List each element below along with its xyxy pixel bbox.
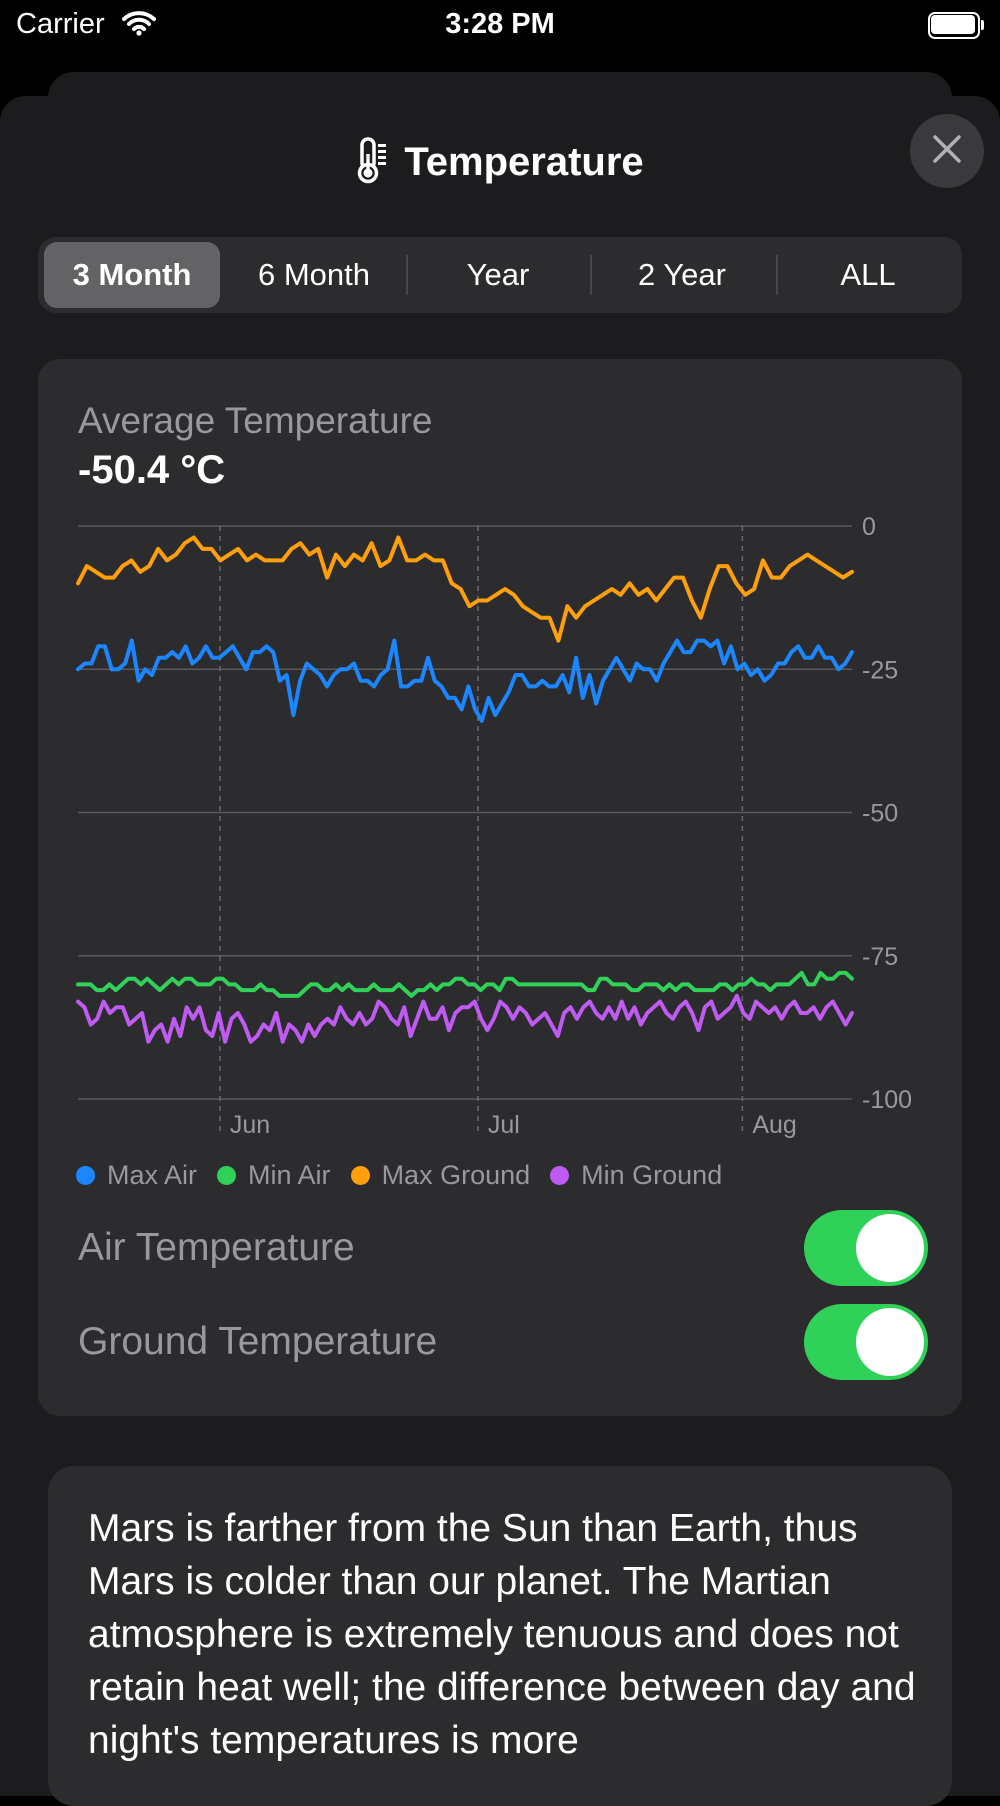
close-icon (932, 134, 962, 169)
legend-dot (76, 1165, 95, 1185)
segment-divider (590, 255, 592, 295)
sheet-header: Temperature (0, 132, 1000, 192)
legend-dot (217, 1165, 237, 1185)
info-text: Mars is farther from the Sun than Earth,… (88, 1507, 916, 1762)
x-tick-label: Jun (230, 1111, 270, 1139)
series-line-min-air (76, 970, 854, 998)
average-value: -50.4 °C (78, 448, 226, 492)
battery-icon (928, 12, 984, 39)
page-title: Temperature (404, 139, 644, 184)
legend-min-air: Min Air (217, 1160, 331, 1191)
y-tick-label: 0 (862, 513, 876, 541)
legend-dot (550, 1165, 570, 1185)
series-line-max-air (76, 638, 854, 723)
legend-label: Min Ground (581, 1159, 723, 1190)
ground-temperature-row: Ground Temperature (78, 1304, 928, 1380)
toggle-knob (856, 1214, 924, 1282)
legend-label: Max Ground (381, 1159, 531, 1190)
legend-label: Min Air (248, 1159, 331, 1190)
ground-temperature-toggle[interactable] (804, 1304, 928, 1380)
air-temperature-row: Air Temperature (78, 1210, 928, 1286)
close-button[interactable] (910, 114, 984, 188)
y-tick-label: -100 (862, 1086, 912, 1114)
average-label: Average Temperature (78, 400, 433, 441)
chart-legend: Max Air Min Air Max Ground Min Ground (76, 1158, 722, 1192)
legend-label: Max Air (107, 1159, 198, 1190)
y-tick-label: -75 (862, 943, 898, 971)
range-selector: 3 Month 6 Month Year 2 Year ALL (38, 237, 962, 313)
series-line-max-ground (76, 535, 854, 643)
tab-2-year[interactable]: 2 Year (638, 257, 726, 292)
y-tick-label: -50 (862, 800, 898, 828)
status-bar: Carrier 3:28 PM (0, 0, 1000, 52)
tab-3-month[interactable]: 3 Month (44, 242, 220, 308)
air-temperature-toggle[interactable] (804, 1210, 928, 1286)
temperature-chart: 0 -25 -50 -75 -100 Jun Jul Aug (76, 513, 912, 1139)
y-tick-label: -25 (862, 656, 898, 684)
legend-dot (350, 1165, 370, 1185)
segment-divider (406, 255, 408, 295)
legend-min-ground: Min Ground (550, 1160, 722, 1191)
thermometer-icon (356, 136, 390, 189)
info-card (48, 1466, 952, 1806)
x-tick-label: Aug (752, 1111, 796, 1139)
tab-all[interactable]: ALL (840, 257, 896, 292)
segment-divider (776, 255, 778, 295)
series-line-min-ground (76, 993, 854, 1044)
wifi-icon (122, 10, 156, 41)
carrier-label: Carrier (16, 8, 105, 40)
ground-temperature-label: Ground Temperature (78, 1320, 438, 1363)
tab-6-month[interactable]: 6 Month (257, 257, 370, 292)
toggle-knob (856, 1308, 924, 1376)
legend-max-ground: Max Ground (350, 1159, 531, 1191)
legend-max-air: Max Air (76, 1160, 197, 1191)
x-tick-label: Jul (488, 1111, 520, 1139)
status-time: 3:28 PM (445, 8, 555, 40)
air-temperature-label: Air Temperature (78, 1226, 355, 1269)
tab-year[interactable]: Year (466, 257, 530, 292)
